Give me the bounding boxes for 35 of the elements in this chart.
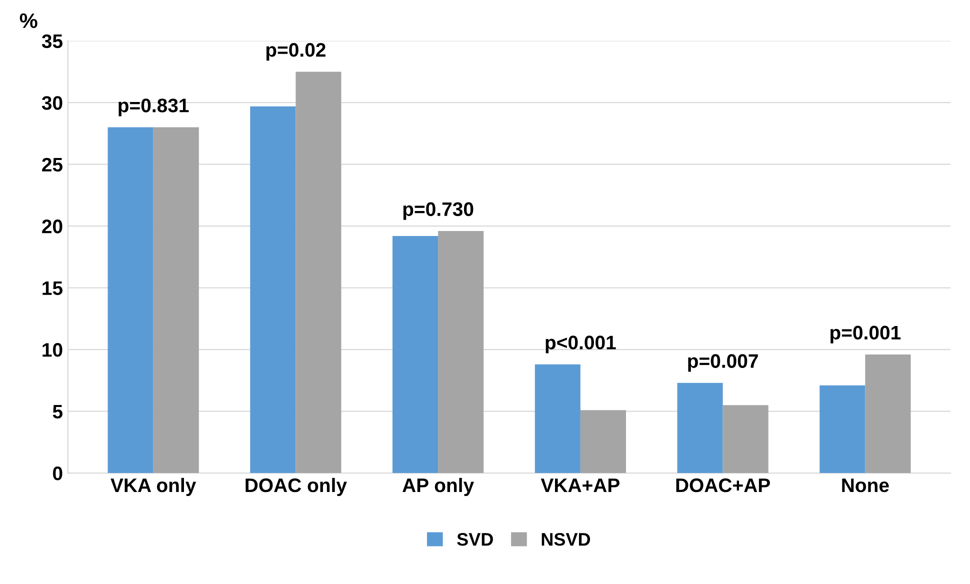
annotation: p=0.007 (688, 354, 758, 372)
y-tick-label: 15 (42, 281, 62, 296)
bar (865, 354, 911, 474)
x-tick-label: DOAC+AP (676, 478, 770, 492)
y-tick-label: 20 (42, 220, 62, 234)
x-tick-label: AP only (402, 478, 474, 496)
annotation: p=0.831 (118, 98, 189, 116)
bar (296, 72, 342, 474)
y-axis-title: % (20, 13, 38, 28)
bar (250, 106, 296, 474)
bar (580, 410, 626, 474)
bar (534, 364, 580, 474)
x-tick-label: VKA+AP (540, 478, 620, 492)
y-tick-label: 35 (42, 34, 62, 48)
y-tick-label: 30 (42, 96, 62, 110)
legend-label: NSVD (542, 532, 590, 546)
bar (677, 382, 723, 474)
legend-label: SVD (457, 532, 493, 546)
annotation: p=0.02 (266, 43, 326, 61)
x-tick-label: VKA only (110, 478, 196, 496)
bar (722, 405, 768, 474)
y-tick-label: 0 (52, 466, 62, 480)
y-tick-label: 25 (42, 158, 62, 172)
bar (108, 127, 154, 474)
y-tick-label: 10 (42, 343, 62, 357)
bar (438, 231, 484, 474)
annotation: p=0.730 (403, 202, 474, 220)
x-tick-label: None (842, 478, 889, 492)
annotation: p<0.001 (546, 336, 616, 354)
bar (392, 236, 438, 474)
bar (153, 127, 199, 474)
y-tick-label: 5 (52, 404, 62, 419)
bar (820, 385, 866, 474)
annotation: p=0.001 (830, 326, 901, 344)
x-tick-label: DOAC only (246, 478, 347, 496)
